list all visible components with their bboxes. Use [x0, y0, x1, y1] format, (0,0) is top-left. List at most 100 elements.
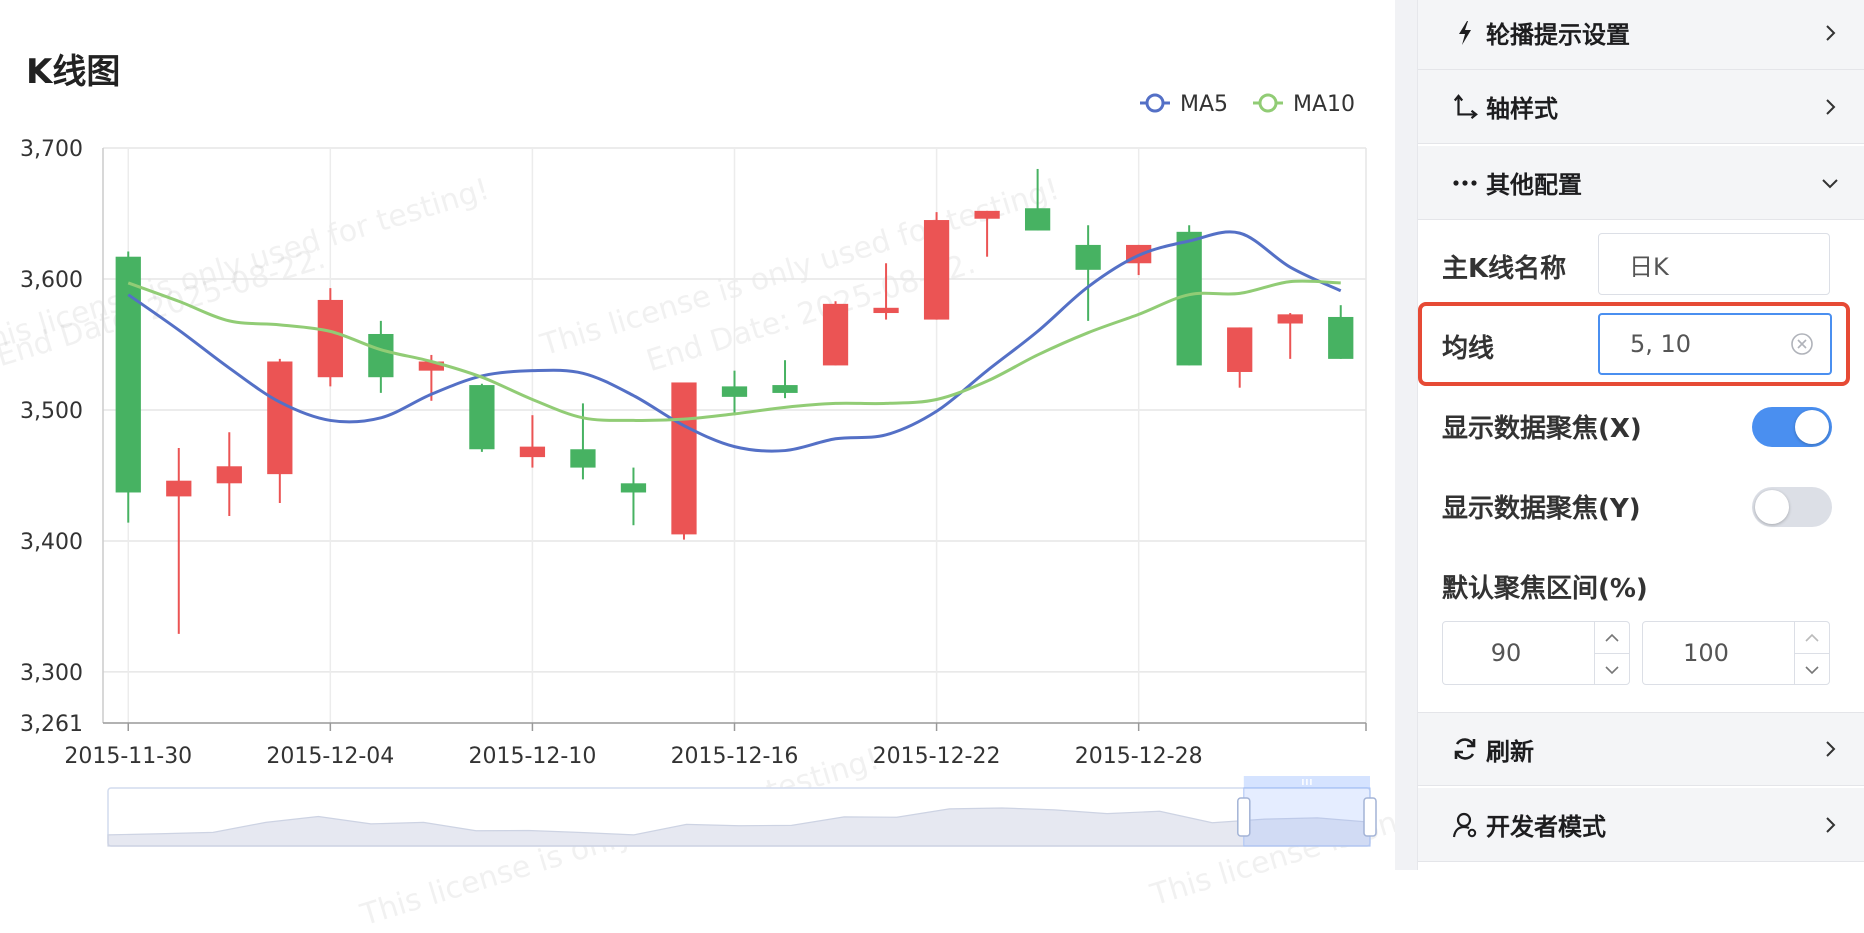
- chevron-down-icon: [1822, 178, 1838, 188]
- candlestick: [1277, 314, 1303, 324]
- stepper-value: 90: [1490, 639, 1522, 667]
- section-label: 轴样式: [1486, 95, 1558, 123]
- candlestick: [166, 480, 192, 497]
- section-axis-style[interactable]: 轴样式: [1418, 70, 1864, 144]
- y-tick-label: 3,261: [20, 712, 83, 737]
- candlestick: [1024, 208, 1051, 231]
- candlestick: [721, 386, 748, 397]
- kline-chart: 3,700 3,600 3,500 3,400 3,300 3,261 2015-11-3…: [20, 92, 1377, 847]
- y-axis: 3,700 3,600 3,500 3,400 3,300 3,261: [20, 137, 104, 737]
- ellipsis-icon: [1452, 170, 1478, 196]
- moving-average-lines: [127, 230, 1342, 453]
- y-tick-label: 3,500: [20, 399, 83, 424]
- y-tick-label: 3,400: [20, 530, 83, 555]
- refresh-icon: [1452, 736, 1478, 762]
- increment-button[interactable]: [1795, 622, 1829, 653]
- developer-user-icon: [1452, 812, 1478, 838]
- datazoom-x-toggle[interactable]: [1752, 407, 1832, 447]
- datazoom-y-toggle[interactable]: [1752, 487, 1832, 527]
- zoom-start-handle: [1237, 797, 1251, 837]
- section-refresh[interactable]: 刷新: [1418, 712, 1864, 786]
- candlestick: [772, 385, 798, 393]
- config-panel: 轮播提示设置 轴样式 其他配置 主K线名称 日K 均线 5, 10 显示数据聚: [1417, 0, 1864, 870]
- chart-area: K线图 This license is only used for testin…: [0, 52, 1674, 933]
- datazoom-slider: [107, 776, 1377, 847]
- candlestick: [267, 361, 293, 475]
- show-datazoom-y-label: 显示数据聚焦(Y): [1442, 494, 1641, 524]
- panel-gutter: [1395, 0, 1417, 870]
- y-tick-label: 3,600: [20, 268, 83, 293]
- candlestick: [822, 303, 849, 366]
- section-label: 轮播提示设置: [1486, 21, 1630, 49]
- x-tick-label: 2015-12-28: [1075, 744, 1203, 769]
- chevron-up-icon: [1805, 633, 1819, 642]
- chevron-right-icon: [1826, 98, 1836, 115]
- lightning-icon: [1452, 20, 1478, 46]
- chevron-right-icon: [1826, 741, 1836, 757]
- y-tick-label: 3,700: [20, 137, 83, 162]
- chart-legend: MA5 MA10: [1140, 92, 1355, 117]
- section-label: 开发者模式: [1486, 813, 1606, 841]
- chevron-down-icon: [1605, 665, 1619, 674]
- x-tick-label: 2015-12-16: [671, 744, 799, 769]
- decrement-button[interactable]: [1595, 653, 1629, 685]
- legend-marker: [1258, 93, 1278, 113]
- clear-icon[interactable]: [1790, 332, 1814, 356]
- section-developer-mode[interactable]: 开发者模式: [1418, 788, 1864, 862]
- legend-label: MA10: [1293, 92, 1355, 117]
- zoom-start-stepper[interactable]: 90: [1442, 621, 1630, 685]
- section-label: 刷新: [1486, 737, 1534, 766]
- show-datazoom-x-label: 显示数据聚焦(X): [1442, 414, 1642, 444]
- input-value: 日K: [1629, 252, 1669, 281]
- chevron-right-icon: [1826, 24, 1836, 41]
- legend-label: MA5: [1180, 92, 1228, 117]
- x-tick-label: 2015-12-10: [468, 744, 596, 769]
- chevron-down-icon: [1805, 665, 1819, 674]
- chart-title: K线图: [26, 52, 121, 92]
- candlestick: [418, 361, 445, 371]
- candlestick: [115, 256, 141, 493]
- candlestick: [1328, 316, 1354, 359]
- zoom-end-stepper[interactable]: 100: [1642, 621, 1830, 685]
- candlestick: [923, 220, 950, 320]
- candlestick: [368, 333, 394, 378]
- candlestick: [1176, 231, 1202, 366]
- chevron-up-icon: [1605, 633, 1619, 642]
- candlestick: [620, 483, 647, 493]
- decrement-button[interactable]: [1795, 653, 1829, 685]
- toggle-knob: [1795, 410, 1829, 444]
- candlestick: [1075, 244, 1101, 270]
- main-kline-name-label: 主K线名称: [1442, 254, 1567, 284]
- series-line-ma10: [127, 279, 1341, 422]
- candlestick: [873, 307, 899, 314]
- x-tick-label: 2015-12-04: [266, 744, 394, 769]
- candlestick: [216, 466, 242, 484]
- main-kline-name-input[interactable]: 日K: [1598, 233, 1830, 295]
- section-label: 其他配置: [1486, 171, 1582, 199]
- x-tick-label: 2015-12-22: [873, 744, 1001, 769]
- ma-label: 均线: [1442, 334, 1495, 364]
- stepper-value: 100: [1683, 639, 1729, 667]
- zoom-end-handle: [1363, 797, 1377, 837]
- candlestick: [317, 299, 343, 378]
- default-zoom-range-label: 默认聚焦区间(%): [1442, 574, 1648, 604]
- candlestick: [1227, 327, 1253, 372]
- candlestick: [974, 210, 1000, 219]
- input-value: 5, 10: [1630, 330, 1692, 358]
- chevron-right-icon: [1826, 816, 1836, 833]
- candlestick: [519, 446, 546, 458]
- increment-button[interactable]: [1595, 622, 1629, 653]
- section-carousel-tooltip[interactable]: 轮播提示设置: [1418, 0, 1864, 70]
- candlestick: [570, 449, 596, 468]
- x-tick-label: 2015-11-30: [64, 744, 192, 769]
- zoom-window: [1243, 787, 1371, 847]
- candlestick: [469, 385, 495, 450]
- section-other-config[interactable]: 其他配置: [1418, 146, 1864, 220]
- x-axis: 2015-11-30 2015-12-04 2015-12-10 2015-12-16…: [64, 722, 1367, 769]
- ma-input[interactable]: 5, 10: [1598, 313, 1832, 375]
- legend-marker: [1145, 93, 1165, 113]
- toggle-knob: [1755, 490, 1789, 524]
- candlestick: [671, 382, 697, 535]
- axis-icon: [1452, 93, 1478, 120]
- series-line-ma5: [127, 230, 1342, 453]
